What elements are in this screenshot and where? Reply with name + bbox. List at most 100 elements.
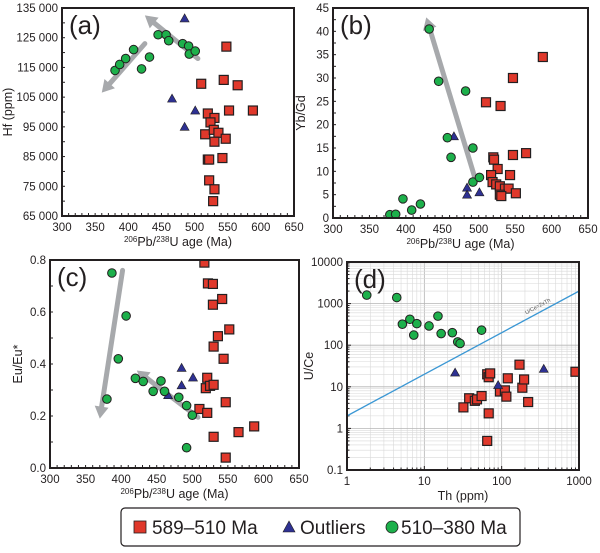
plot-area — [385, 17, 548, 218]
panel-a: 300 350 400 450 500 550 600 650 65 000 75 000 85 0… — [1, 3, 304, 249]
data-point-triangle — [474, 187, 485, 197]
y-tick-label: 125 000 — [16, 33, 58, 45]
y-tick-label: 15 — [316, 143, 329, 155]
x-axis-title-part: 238 — [439, 237, 453, 246]
data-point-square — [492, 163, 503, 175]
x-tick-label: 600 — [254, 474, 273, 486]
y-tick-label: 0.0 — [30, 463, 46, 475]
y-tick-label: 45 — [316, 3, 329, 15]
panel-b: 300 350 400 450 500 550 600 650 0 5 10 15 20 25 30 35 40… — [294, 3, 598, 251]
x-tick-label: 300 — [323, 224, 342, 236]
x-tick-label: 500 — [185, 222, 204, 234]
x-tick-label: 1000 — [566, 476, 592, 488]
series-circle — [385, 24, 485, 218]
data-point-circle — [390, 209, 401, 218]
data-point-square — [208, 196, 219, 207]
ticks — [49, 259, 300, 469]
series-square — [196, 41, 259, 207]
panel-c: 300 350 400 450 500 550 600 650 0.0 0.2 0.4 0.6 0.8 2… — [11, 255, 309, 501]
data-point-triangle — [187, 372, 199, 382]
data-point-circle — [424, 24, 434, 34]
data-point-triangle — [167, 93, 178, 103]
data-point-circle — [406, 205, 417, 215]
data-point-square — [196, 78, 207, 89]
x-axis-title-part: 206 — [120, 487, 134, 496]
data-point-circle — [433, 311, 443, 321]
data-point-square — [209, 184, 220, 195]
x-axis-title-part: Pb/ — [137, 235, 156, 249]
data-point-square — [510, 188, 521, 199]
data-point-circle — [474, 172, 485, 183]
data-point-square — [220, 452, 231, 463]
data-point-triangle — [450, 367, 461, 377]
data-point-square — [218, 74, 229, 86]
data-point-circle — [113, 354, 124, 364]
data-point-triangle — [462, 189, 473, 199]
x-tick-label: 550 — [218, 474, 237, 486]
panel-label: (c) — [57, 262, 87, 292]
x-tick-label: 650 — [578, 224, 597, 236]
data-point-square — [217, 152, 228, 164]
data-point-square — [482, 435, 493, 447]
series-circle — [110, 29, 201, 76]
series-square — [480, 51, 548, 202]
data-point-circle — [159, 386, 170, 397]
data-point-square — [496, 190, 507, 202]
data-point-square — [514, 359, 525, 370]
y-tick-label: 75 000 — [23, 181, 58, 193]
data-point-circle — [120, 53, 131, 64]
x-axis-title-part: Pb/ — [134, 487, 153, 501]
plot-area — [101, 13, 259, 207]
plot-frame — [49, 259, 300, 469]
y-tick-label: 35 — [316, 50, 329, 62]
x-tick-label: 450 — [433, 224, 452, 236]
data-point-square — [224, 324, 235, 335]
data-point-square — [212, 331, 223, 342]
x-tick-label: 10 — [418, 476, 431, 488]
y-tick-label: 5 — [323, 190, 329, 202]
data-point-circle — [130, 373, 141, 384]
y-tick-label: 20 — [316, 120, 329, 132]
data-point-square — [476, 390, 487, 402]
data-point-square — [200, 129, 211, 140]
data-point-square — [520, 148, 532, 159]
y-tick-label: 10 — [330, 382, 343, 394]
data-point-circle — [163, 35, 174, 46]
y-tick-label: 115 000 — [17, 62, 58, 74]
y-tick-label: 0.8 — [30, 255, 46, 267]
data-point-square — [204, 154, 215, 165]
x-tick-label: 450 — [147, 474, 166, 486]
data-point-circle — [187, 410, 198, 421]
data-point-square — [518, 374, 530, 385]
x-tick-label: 350 — [360, 224, 379, 236]
y-tick-label: 105 000 — [16, 92, 58, 104]
data-point-circle — [102, 394, 112, 404]
series-square — [458, 359, 579, 447]
data-point-circle — [436, 328, 446, 339]
x-tick-label: 300 — [52, 222, 71, 234]
x-axis-title: 206Pb/238U age (Ma) — [120, 487, 228, 501]
data-point-square — [199, 260, 210, 268]
y-tick-label: 65 000 — [23, 211, 58, 223]
data-point-circle — [361, 290, 372, 300]
data-point-circle — [405, 314, 415, 325]
x-tick-label: 1 — [344, 476, 350, 488]
y-axis-title: Hf (ppm) — [1, 88, 15, 137]
y-tick-label: 10 — [316, 166, 329, 178]
data-point-square — [483, 408, 494, 419]
y-tick-label: 1000 — [317, 299, 343, 311]
data-point-circle — [136, 64, 147, 74]
y-tick-label: 0.6 — [30, 307, 46, 319]
data-point-square — [220, 397, 231, 408]
y-tick-label: 100 — [324, 340, 343, 352]
data-point-square — [232, 80, 243, 91]
data-point-square — [537, 51, 548, 63]
plot-frame — [346, 261, 580, 471]
data-point-circle — [391, 292, 402, 303]
x-axis-title-part: Pb/ — [420, 237, 439, 251]
legend-label-young: 510–380 Ma — [401, 518, 507, 539]
x-tick-label: 650 — [284, 222, 303, 234]
series-square — [194, 260, 260, 463]
x-axis-title-part: 206 — [406, 237, 420, 246]
